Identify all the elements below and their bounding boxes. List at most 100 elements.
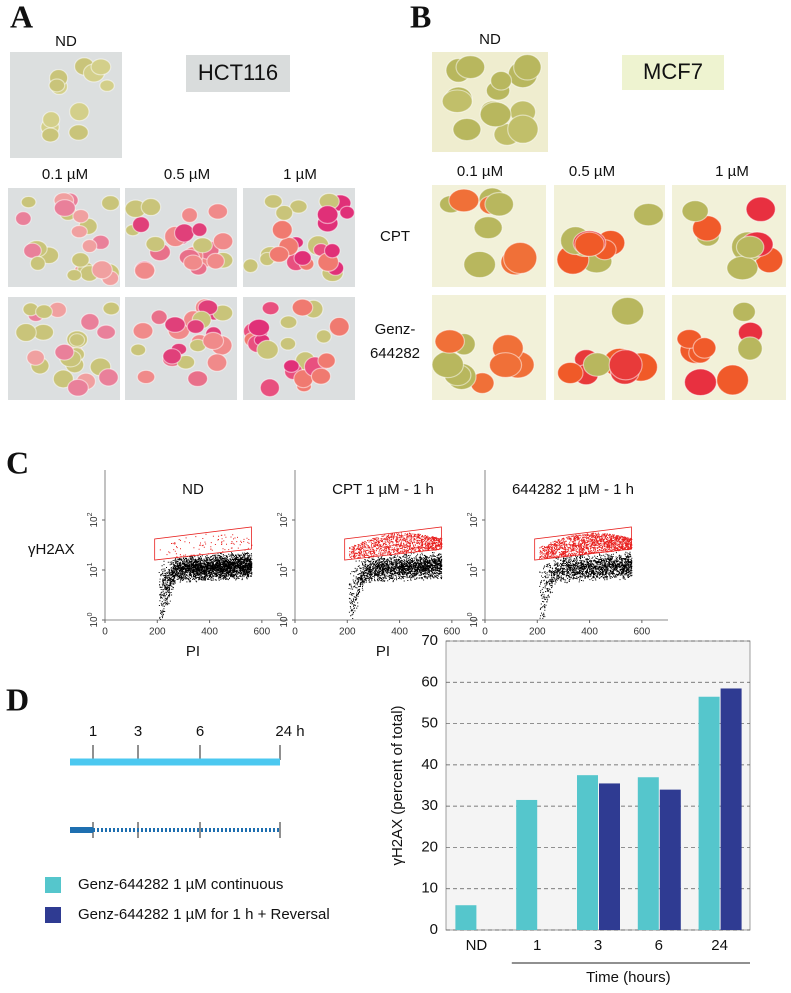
timeline-tick-label: 1 — [89, 723, 97, 740]
y-tick-label: 101 — [87, 562, 100, 577]
tick-exponent: 2 — [87, 512, 94, 516]
micrograph — [8, 297, 121, 400]
cell — [735, 235, 765, 259]
cell — [737, 336, 763, 361]
cell — [72, 208, 90, 224]
micrograph — [672, 185, 786, 287]
event-cloud — [158, 552, 253, 620]
micrograph — [124, 188, 237, 287]
cell — [463, 250, 497, 279]
y-tick-label: 20 — [421, 838, 438, 855]
x-tick-label: 400 — [201, 627, 218, 638]
cell — [66, 268, 83, 282]
cell-line-box — [186, 55, 290, 92]
x-tick-label: 6 — [655, 937, 663, 954]
y-tick-label: 0 — [430, 921, 438, 938]
cell — [256, 339, 279, 360]
micrograph — [554, 295, 665, 400]
x-tick-label: 0 — [292, 627, 298, 638]
x-tick-label: 24 — [711, 937, 728, 954]
micrograph — [242, 297, 355, 400]
x-tick-label: 600 — [254, 627, 271, 638]
cell — [431, 350, 465, 379]
tick-exponent: 1 — [87, 562, 94, 566]
cell — [29, 255, 46, 272]
y-tick-label: 10 — [421, 880, 438, 897]
cell — [275, 204, 294, 221]
cell — [247, 318, 271, 337]
bar — [599, 783, 620, 930]
y-tick-label: 102 — [87, 512, 100, 527]
x-tick-label: 400 — [391, 627, 408, 638]
control-label: ND — [55, 33, 77, 50]
cell — [41, 127, 60, 143]
cell — [70, 224, 88, 239]
cell — [261, 301, 280, 316]
cell — [98, 368, 119, 387]
legend-swatch — [45, 907, 61, 923]
cell — [183, 254, 204, 271]
cell — [315, 329, 332, 344]
x-tick-label: 600 — [634, 627, 651, 638]
cell — [136, 369, 156, 385]
cell — [35, 304, 53, 320]
panel-label: D — [6, 681, 29, 717]
gate — [344, 526, 442, 561]
tick-base: 10 — [469, 566, 480, 578]
cell — [130, 343, 147, 357]
y-axis-label: γH2AX (percent of total) — [389, 705, 406, 865]
cell — [26, 349, 46, 366]
cell — [14, 211, 32, 227]
tick-exponent: 1 — [467, 562, 474, 566]
tick-base: 10 — [279, 516, 290, 528]
cell — [173, 223, 195, 243]
cell — [145, 235, 166, 253]
micrograph — [672, 295, 786, 400]
cell — [140, 197, 162, 217]
cell — [441, 89, 473, 114]
x-axis-label: PI — [186, 643, 200, 660]
cell — [293, 250, 312, 266]
cell — [187, 370, 209, 388]
cell — [207, 203, 229, 220]
x-tick-label: 3 — [594, 937, 602, 954]
tick-base: 10 — [469, 616, 480, 628]
cell — [434, 329, 466, 354]
event-cloud — [348, 552, 443, 619]
cell — [90, 58, 112, 76]
cell — [323, 243, 341, 259]
y-tick-label: 102 — [467, 512, 480, 527]
tick-base: 10 — [89, 616, 100, 628]
cell — [131, 216, 151, 234]
cell — [452, 117, 482, 142]
x-axis-label: Time (hours) — [586, 969, 670, 986]
cell — [268, 245, 290, 263]
cell — [15, 322, 37, 343]
cell — [81, 238, 98, 254]
cell — [164, 316, 186, 333]
x-axis-label: PI — [376, 643, 390, 660]
y-axis-label: γH2AX — [28, 541, 75, 558]
y-tick-label: 40 — [421, 756, 438, 773]
x-tick-label: 0 — [102, 627, 108, 638]
cell — [726, 255, 759, 281]
cell — [42, 111, 61, 129]
panel-label: B — [410, 0, 431, 34]
x-tick-label: 0 — [482, 627, 488, 638]
cell — [328, 316, 350, 337]
tick-base: 10 — [279, 566, 290, 578]
concentration-label: 0.1 µM — [42, 166, 88, 183]
concentration-label: 0.1 µM — [457, 163, 503, 180]
tick-base: 10 — [469, 516, 480, 528]
cell — [681, 200, 709, 223]
cell — [473, 216, 503, 240]
timeline-tick-label: 24 h — [275, 723, 304, 740]
cell — [71, 252, 90, 268]
cell-line: HCT116 — [198, 60, 278, 85]
cell — [310, 367, 332, 385]
cell — [48, 78, 66, 93]
tick-base: 10 — [89, 566, 100, 578]
bar — [659, 789, 681, 930]
y-tick-label: 100 — [87, 612, 100, 627]
